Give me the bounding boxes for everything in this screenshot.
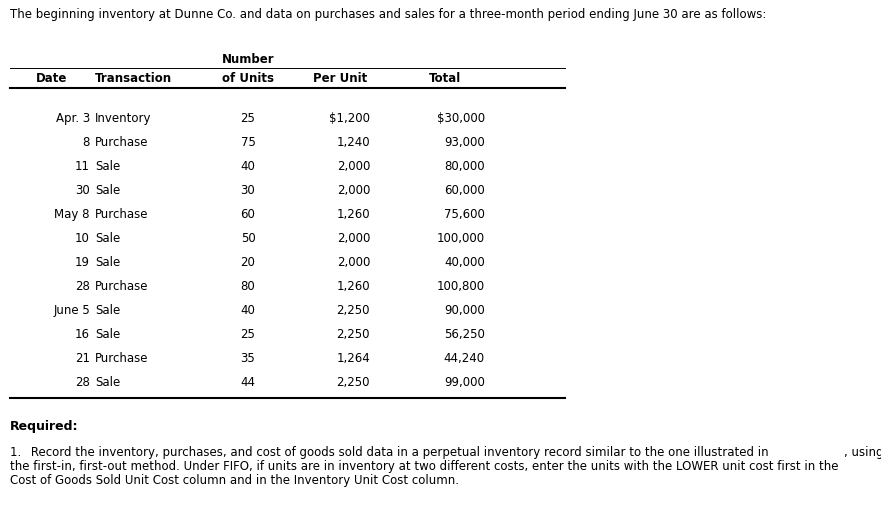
Text: 2,250: 2,250 (337, 376, 370, 389)
Text: 1,264: 1,264 (337, 352, 370, 365)
Text: 90,000: 90,000 (444, 304, 485, 317)
Text: 40,000: 40,000 (444, 256, 485, 269)
Text: Per Unit: Per Unit (313, 72, 367, 85)
Text: Inventory: Inventory (95, 112, 152, 125)
Text: $1,200: $1,200 (329, 112, 370, 125)
Text: 2,000: 2,000 (337, 232, 370, 245)
Text: Apr. 3: Apr. 3 (56, 112, 90, 125)
Text: Sale: Sale (95, 256, 120, 269)
Text: Sale: Sale (95, 304, 120, 317)
Text: Purchase: Purchase (95, 208, 149, 221)
Text: Date: Date (36, 72, 67, 85)
Text: 75,600: 75,600 (444, 208, 485, 221)
Text: 2,250: 2,250 (337, 328, 370, 341)
Text: 25: 25 (241, 112, 255, 125)
Text: 10: 10 (75, 232, 90, 245)
Text: Transaction: Transaction (95, 72, 172, 85)
Text: 2,000: 2,000 (337, 184, 370, 197)
Text: Cost of Goods Sold Unit Cost column and in the Inventory Unit Cost column.: Cost of Goods Sold Unit Cost column and … (10, 474, 459, 487)
Text: 28: 28 (75, 280, 90, 293)
Text: 50: 50 (241, 232, 255, 245)
Text: 40: 40 (241, 160, 255, 173)
Text: Total: Total (429, 72, 461, 85)
Text: 16: 16 (75, 328, 90, 341)
Text: 30: 30 (241, 184, 255, 197)
Text: 40: 40 (241, 304, 255, 317)
Text: 8: 8 (83, 136, 90, 149)
Text: the first-in, first-out method. Under FIFO, if units are in inventory at two dif: the first-in, first-out method. Under FI… (10, 460, 839, 473)
Text: The beginning inventory at Dunne Co. and data on purchases and sales for a three: The beginning inventory at Dunne Co. and… (10, 8, 766, 21)
Text: 60,000: 60,000 (444, 184, 485, 197)
Text: June 5: June 5 (53, 304, 90, 317)
Text: 1.  Record the inventory, purchases, and cost of goods sold data in a perpetual : 1. Record the inventory, purchases, and … (10, 446, 773, 459)
Text: Sale: Sale (95, 328, 120, 341)
Text: 2,000: 2,000 (337, 160, 370, 173)
Text: Sale: Sale (95, 376, 120, 389)
Text: 44: 44 (241, 376, 255, 389)
Text: 19: 19 (75, 256, 90, 269)
Text: May 8: May 8 (55, 208, 90, 221)
Text: Sale: Sale (95, 232, 120, 245)
Text: 80,000: 80,000 (444, 160, 485, 173)
Text: 20: 20 (241, 256, 255, 269)
Text: 28: 28 (75, 376, 90, 389)
Text: 35: 35 (241, 352, 255, 365)
Text: 2,250: 2,250 (337, 304, 370, 317)
Text: 75: 75 (241, 136, 255, 149)
Text: 30: 30 (75, 184, 90, 197)
Text: 44,240: 44,240 (444, 352, 485, 365)
Text: Number: Number (222, 53, 274, 66)
Text: , using: , using (844, 446, 881, 459)
Text: 100,800: 100,800 (437, 280, 485, 293)
Text: 93,000: 93,000 (444, 136, 485, 149)
Text: 80: 80 (241, 280, 255, 293)
Text: Purchase: Purchase (95, 352, 149, 365)
Text: Purchase: Purchase (95, 136, 149, 149)
Text: 11: 11 (75, 160, 90, 173)
Text: 60: 60 (241, 208, 255, 221)
Text: 56,250: 56,250 (444, 328, 485, 341)
Text: 1,260: 1,260 (337, 280, 370, 293)
Text: Sale: Sale (95, 160, 120, 173)
Text: 2,000: 2,000 (337, 256, 370, 269)
Text: 25: 25 (241, 328, 255, 341)
Text: 1,260: 1,260 (337, 208, 370, 221)
Text: 21: 21 (75, 352, 90, 365)
Text: 100,000: 100,000 (437, 232, 485, 245)
Text: of Units: of Units (222, 72, 274, 85)
Text: 1,240: 1,240 (337, 136, 370, 149)
Text: Purchase: Purchase (95, 280, 149, 293)
Text: Required:: Required: (10, 420, 78, 433)
Text: $30,000: $30,000 (437, 112, 485, 125)
Text: Sale: Sale (95, 184, 120, 197)
Text: 99,000: 99,000 (444, 376, 485, 389)
